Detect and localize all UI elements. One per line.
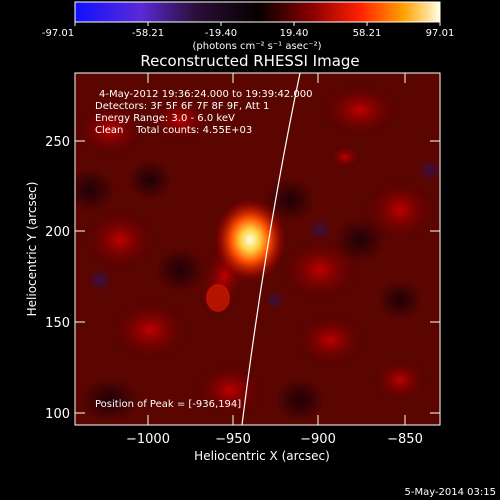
y-axis-label: Heliocentric Y (arcsec) — [25, 182, 39, 317]
x-tick-label: −950 — [215, 432, 251, 447]
x-axis-label: Heliocentric X (arcsec) — [194, 449, 330, 463]
colorbar-tick: 97.01 — [426, 28, 455, 39]
peak-position-text: Position of Peak = [-936,194] — [95, 399, 241, 410]
x-tick-label: −900 — [300, 432, 336, 447]
y-tick-label: 250 — [45, 135, 70, 150]
colorbar-tick: -97.01 — [42, 28, 74, 39]
colorbar-units: (photons cm⁻² s⁻¹ asec⁻²) — [192, 41, 321, 52]
y-tick-label: 150 — [45, 316, 70, 331]
footer-date: 5-May-2014 03:15 — [404, 487, 496, 498]
image-area — [75, 73, 440, 425]
colorbar-tick: -19.40 — [205, 28, 237, 39]
detectors-text: Detectors: 3F 5F 6F 7F 8F 9F, Att 1 — [95, 101, 269, 112]
x-tick-label: −850 — [387, 432, 423, 447]
colorbar-tick: 58.21 — [353, 28, 382, 39]
colorbar-gradient — [74, 1, 441, 23]
solar-limb-line — [241, 73, 301, 425]
time-range-text: 4-May-2012 19:36:24.000 to 19:39:42.000 — [99, 89, 312, 100]
method-counts-text: Clean Total counts: 4.55E+03 — [95, 125, 252, 136]
colorbar-tick: -58.21 — [132, 28, 164, 39]
x-tick-label: −1000 — [126, 432, 170, 447]
colorbar: -97.01 -58.21 -19.40 19.40 58.21 97.01 (… — [42, 1, 455, 52]
y-tick-label: 100 — [45, 407, 70, 422]
plot-title: Reconstructed RHESSI Image — [140, 52, 360, 70]
energy-range-text: Energy Range: 3.0 - 6.0 keV — [95, 113, 235, 124]
plot-frame — [74, 72, 441, 426]
y-tick-label: 200 — [45, 225, 70, 240]
colorbar-tick: 19.40 — [280, 28, 309, 39]
